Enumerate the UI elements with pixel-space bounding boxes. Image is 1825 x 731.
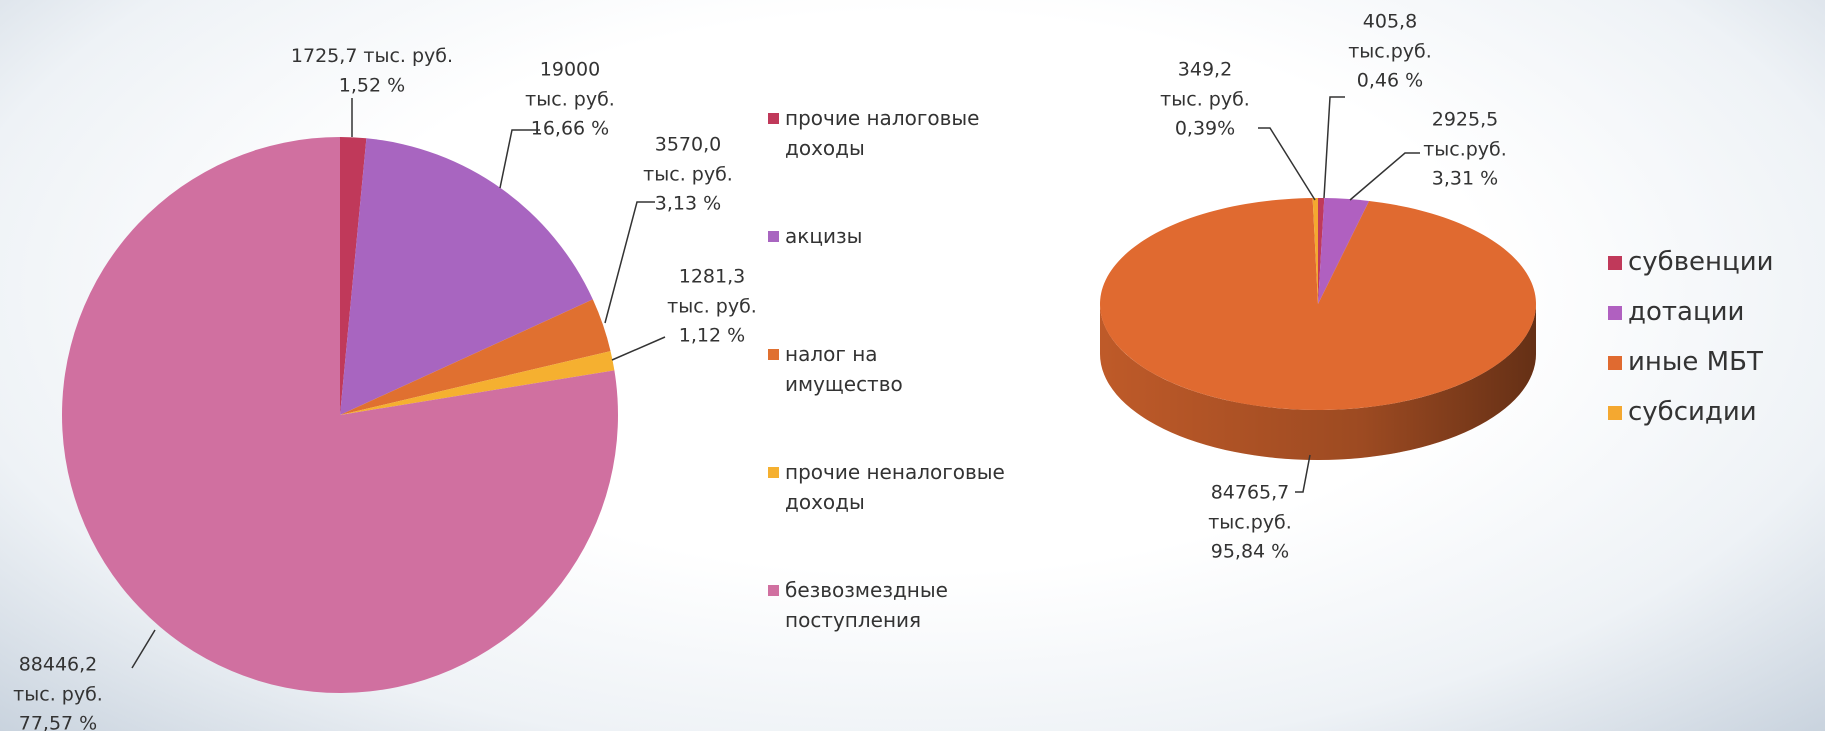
leader-line (1323, 96, 1345, 199)
unit-label: тыс.руб. (1208, 512, 1292, 534)
legend-entry: субвенции (1608, 243, 1825, 282)
percent-label: 3,31 % (1432, 168, 1498, 190)
pie-slice (1099, 198, 1536, 410)
percent-label: 95,84 % (1211, 541, 1290, 563)
legend-label: прочие налоговые доходы (785, 106, 980, 160)
percent-label: 0,39% (1175, 118, 1235, 140)
value-label: 19000 (540, 59, 600, 81)
value-label: 88446,2 (19, 654, 98, 676)
value-label: 3570,0 (655, 134, 721, 156)
legend-swatch (768, 112, 779, 124)
legend-label: субсидии (1628, 397, 1757, 427)
pie-slice (340, 351, 615, 415)
pie-slice (340, 299, 611, 415)
pie-slice (340, 137, 367, 415)
legend-label: безвозмездные поступления (785, 578, 948, 632)
legend-swatch (768, 230, 779, 242)
legend-entry: прочие неналоговые доходы (768, 457, 1048, 517)
unit-label: тыс. руб. (667, 296, 757, 318)
pie-slice (1318, 198, 1325, 304)
leader-line (1258, 127, 1316, 201)
legend-entry: налог на имущество (768, 339, 903, 399)
percent-label: 16,66 % (531, 118, 610, 140)
percent-label: 1,12 % (679, 325, 745, 347)
legend-swatch (1608, 405, 1622, 420)
percent-label: 0,46 % (1357, 70, 1423, 92)
unit-label: тыс. руб. (13, 684, 103, 706)
unit-label: тыс. руб. (363, 45, 453, 67)
percent-label: 77,57 % (19, 713, 98, 731)
pie-slice (1312, 198, 1318, 304)
legend-swatch (768, 584, 779, 596)
leader-line (499, 129, 540, 189)
leader-line (611, 336, 666, 361)
leader-line (131, 629, 156, 669)
legend-entry: безвозмездные поступления (768, 575, 978, 635)
value-label: 1725,7 (291, 45, 357, 67)
legend-label: акцизы (785, 224, 863, 248)
legend-entry: субсидии (1608, 393, 1825, 432)
value-label: 1281,3 (679, 266, 745, 288)
unit-label: тыс. руб. (525, 89, 615, 111)
legend-label: налог на имущество (785, 342, 903, 396)
pie-slice (340, 138, 593, 415)
legend-swatch (1608, 355, 1622, 370)
unit-label: тыс.руб. (1348, 41, 1432, 63)
legend-swatch (768, 466, 779, 478)
value-label: 84765,7 (1211, 482, 1290, 504)
leader-line (1295, 454, 1311, 493)
pie-side-shade (1100, 304, 1536, 460)
legend-entry: прочие налоговые доходы (768, 103, 998, 163)
legend-entry: дотации (1608, 293, 1825, 332)
percent-label: 1,52 % (339, 75, 405, 97)
pie-slice (62, 137, 619, 694)
pie-slice (1318, 198, 1370, 304)
unit-label: тыс. руб. (1160, 89, 1250, 111)
legend-label: субвенции (1628, 247, 1774, 277)
leader-line (1349, 152, 1420, 201)
legend-entry: акцизы (768, 221, 968, 251)
data-label: 1725,7 тыс. руб. (291, 45, 453, 67)
legend-label: иные МБТ (1628, 347, 1763, 377)
unit-label: тыс.руб. (1423, 139, 1507, 161)
value-label: 2925,5 (1432, 109, 1498, 131)
value-label: 349,2 (1178, 59, 1232, 81)
legend-entry: иные МБТ (1608, 343, 1825, 382)
leader-line (604, 201, 655, 324)
legend-swatch (768, 348, 779, 360)
legend-swatch (1608, 255, 1622, 270)
value-label: 405,8 (1363, 11, 1417, 33)
legend-swatch (1608, 305, 1622, 320)
legend-label: прочие неналоговые доходы (785, 460, 1005, 514)
legend-label: дотации (1628, 297, 1745, 327)
unit-label: тыс. руб. (643, 164, 733, 186)
percent-label: 3,13 % (655, 193, 721, 215)
